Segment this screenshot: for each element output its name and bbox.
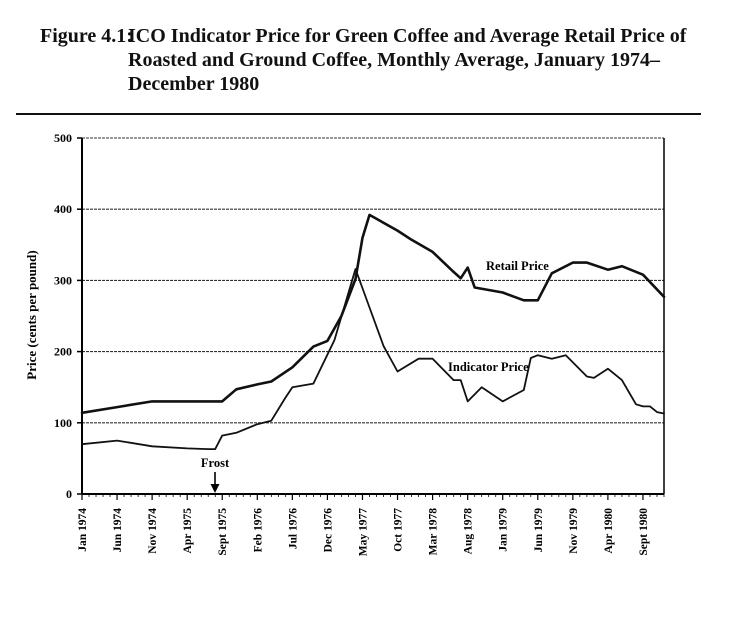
- x-tick-label-0: Jan 1974: [77, 508, 89, 552]
- x-tick-label-2: Nov 1974: [147, 508, 159, 554]
- x-tick-label-15: Apr 1980: [603, 508, 615, 554]
- retail-price-label: Retail Price: [486, 259, 549, 273]
- series-line-indicator-price: [81, 268, 665, 451]
- y-axis: 0 100 200 300 400 500: [54, 131, 82, 501]
- y-tick-label-200: 200: [54, 345, 72, 359]
- x-tick-label-14: Nov 1979: [568, 508, 580, 554]
- x-tick-label-7: Dec 1976: [322, 508, 334, 553]
- y-axis-label: Price (cents per pound): [24, 250, 39, 379]
- annotations: Retail Price Indicator Price Frost: [201, 259, 549, 493]
- x-tick-label-11: Aug 1978: [463, 508, 475, 555]
- y-tick-label-400: 400: [54, 202, 72, 216]
- x-tick-label-13: Jun 1979: [533, 508, 545, 553]
- figure-title: ICO Indicator Price for Green Coffee and…: [128, 25, 687, 95]
- series-lines: [80, 213, 666, 451]
- x-tick-label-6: Jul 1976: [287, 508, 299, 549]
- gridlines: [82, 137, 664, 424]
- y-tick-label-300: 300: [54, 273, 72, 287]
- indicator-price-label: Indicator Price: [448, 360, 529, 374]
- x-tick-label-16: Sept 1980: [638, 508, 650, 556]
- plot-frame: [81, 138, 665, 495]
- y-tick-label-0: 0: [66, 487, 72, 501]
- title-rule: [16, 113, 701, 115]
- y-tick-label-500: 500: [54, 131, 72, 145]
- frost-arrow-head: [210, 484, 220, 493]
- x-tick-label-8: May 1977: [357, 508, 369, 556]
- y-tick-label-100: 100: [54, 416, 72, 430]
- frost-label: Frost: [201, 456, 230, 470]
- x-tick-label-3: Apr 1975: [182, 508, 194, 554]
- x-tick-label-9: Oct 1977: [393, 508, 405, 552]
- x-tick-label-4: Sept 1975: [217, 508, 229, 556]
- figure-number: Figure 4.1:: [40, 25, 133, 47]
- x-tick-label-1: Jun 1974: [112, 508, 124, 553]
- x-tick-label-10: Mar 1978: [428, 508, 440, 556]
- series-line-retail-price: [80, 213, 666, 415]
- x-axis: Jan 1974 Jun 1974 Nov 1974 Apr 1975 Sept 197…: [77, 494, 665, 556]
- x-tick-label-5: Feb 1976: [252, 508, 264, 553]
- x-tick-label-12: Jan 1979: [498, 508, 510, 552]
